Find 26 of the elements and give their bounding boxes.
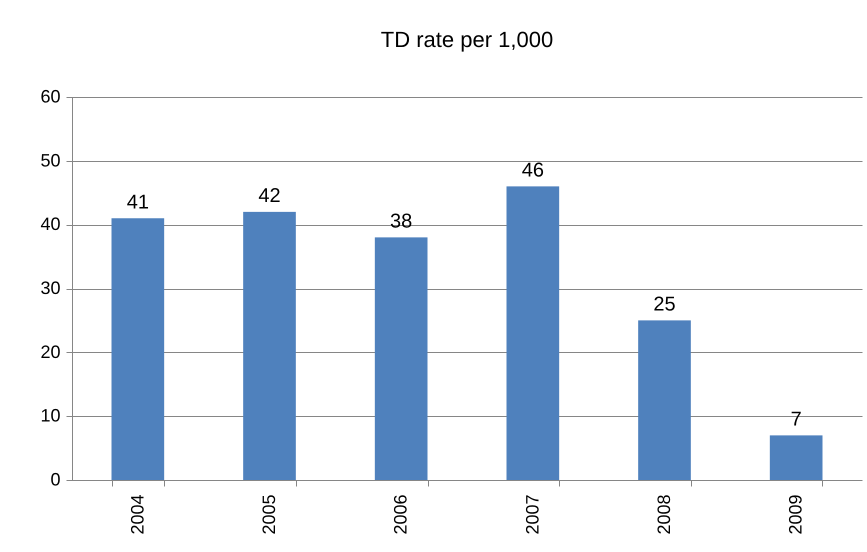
data-label: 38 bbox=[390, 210, 412, 232]
y-tick-label: 30 bbox=[40, 278, 60, 298]
data-label: 25 bbox=[653, 293, 676, 316]
chart-title: TD rate per 1,000 bbox=[380, 27, 554, 52]
x-tick-label: 2006 bbox=[390, 494, 411, 535]
y-tick-label: 20 bbox=[40, 342, 60, 362]
x-tick-label: 2007 bbox=[522, 494, 542, 535]
x-tick-label: 2008 bbox=[654, 494, 674, 535]
bar bbox=[243, 212, 296, 480]
x-tick-label: 2009 bbox=[786, 494, 806, 535]
bar bbox=[506, 186, 560, 480]
y-tick-label: 50 bbox=[40, 150, 60, 170]
bar bbox=[770, 435, 822, 480]
bar bbox=[374, 237, 428, 480]
x-tick-label: 2005 bbox=[259, 494, 279, 535]
y-tick-label: 0 bbox=[50, 470, 60, 490]
x-tick-label: 2004 bbox=[127, 494, 148, 535]
y-tick-label: 60 bbox=[40, 86, 60, 106]
data-label: 7 bbox=[790, 408, 802, 430]
bar bbox=[638, 320, 691, 480]
data-label: 42 bbox=[258, 184, 281, 207]
data-label: 46 bbox=[522, 159, 544, 182]
y-tick-label: 40 bbox=[40, 214, 60, 234]
bar bbox=[112, 218, 164, 480]
y-tick-label: 10 bbox=[40, 406, 60, 426]
data-label: 41 bbox=[126, 191, 149, 214]
